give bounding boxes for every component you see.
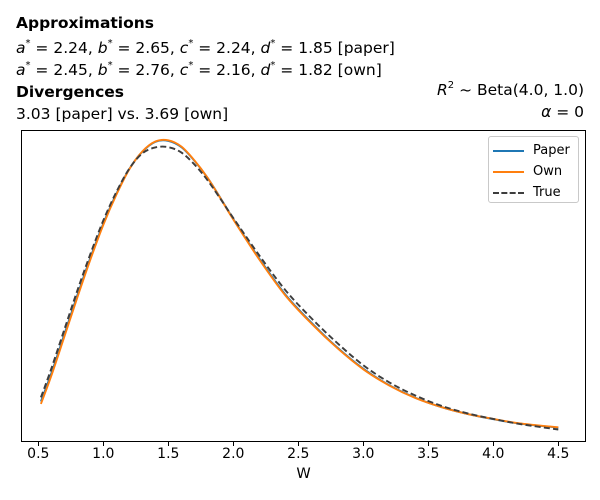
distribution-annotation: R2 ~ Beta(4.0, 1.0) [437,79,584,99]
legend-swatch-dashed-line [493,191,524,194]
param-var: a [16,39,26,57]
alpha-annotation: α = 0 [541,103,584,121]
x-tick-label: 1.5 [157,446,180,462]
x-tick-mark [167,442,169,446]
x-tick-mark [427,442,429,446]
param-var: d [260,39,271,57]
legend-swatch-solid-line [493,170,524,173]
x-tick-mark [362,442,364,446]
legend: Paper Own True [488,136,579,203]
legend-label: True [533,185,561,200]
approximations-title: Approximations [16,14,155,32]
param-var: b [97,39,108,57]
x-tick-label: 2.5 [287,446,310,462]
divergences-title: Divergences [16,83,125,101]
density-curves [40,138,559,431]
x-tick-label: 3.5 [417,446,440,462]
approx-line-own: a* = 2.45, b* = 2.76, c* = 2.16, d* = 1.… [16,59,382,79]
param-var: b [97,61,108,79]
legend-label: Paper [533,143,570,158]
x-tick-mark [557,442,559,446]
curve-own [40,138,559,429]
x-tick-label: 0.5 [27,446,50,462]
x-tick-mark [297,442,299,446]
x-tick-mark [492,442,494,446]
param-var: d [260,61,271,79]
annotation-var: R [437,81,448,99]
legend-item-true: True [493,182,578,203]
x-axis-label: W [296,466,311,482]
annotation-var: α [541,103,552,121]
curve-true [40,145,559,431]
param-var: c [179,61,189,79]
legend-label: Own [533,164,563,179]
x-tick-mark [37,442,39,446]
param-var: c [179,39,189,57]
x-tick-label: 3.0 [352,446,375,462]
param-var: a [16,61,26,79]
x-tick-mark [232,442,234,446]
legend-swatch-solid-line [493,149,524,152]
divergences-value: 3.03 [paper] vs. 3.69 [own] [16,105,229,123]
legend-item-own: Own [493,161,578,182]
x-tick-label: 4.5 [547,446,570,462]
x-tick-mark [102,442,104,446]
x-tick-label: 1.0 [92,446,115,462]
approx-line-paper: a* = 2.24, b* = 2.65, c* = 2.24, d* = 1.… [16,37,395,57]
curve-paper [40,139,559,429]
legend-item-paper: Paper [493,140,578,161]
x-tick-label: 2.0 [222,446,245,462]
x-tick-label: 4.0 [482,446,505,462]
